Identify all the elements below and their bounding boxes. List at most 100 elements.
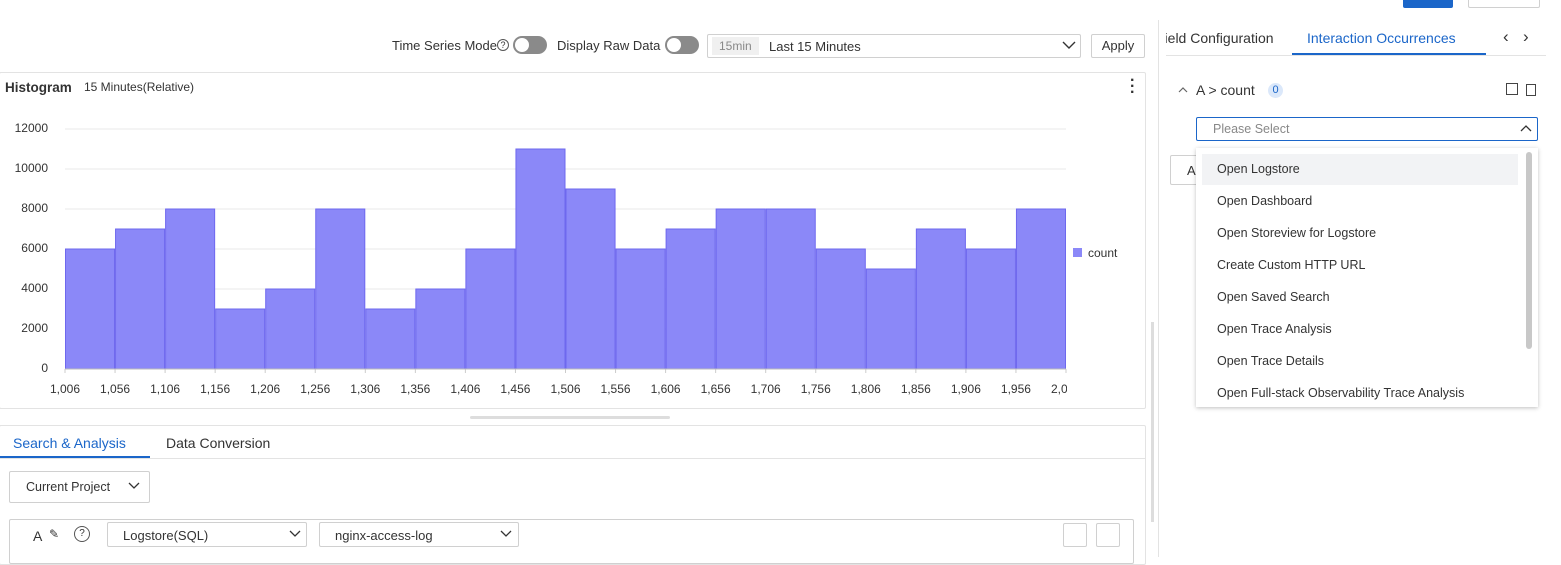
x-tick-label: 1,456 bbox=[500, 382, 530, 396]
tab-active[interactable]: Interaction Occurrences bbox=[1307, 30, 1456, 46]
legend-label: count bbox=[1088, 246, 1118, 260]
tab-active[interactable]: Search & Analysis bbox=[13, 435, 126, 451]
chevron bbox=[500, 530, 512, 537]
option[interactable]: Open Storeview for Logstore bbox=[1217, 226, 1377, 240]
time-range: Last 15 Minutes bbox=[769, 39, 861, 54]
bar bbox=[365, 308, 416, 370]
x-tick-label: 1,706 bbox=[751, 382, 781, 396]
y-tick-label: 10000 bbox=[15, 161, 49, 175]
chart: 0 2000 4000 6000 8000 10000 12000 1,006 1,056 1,1… bbox=[15, 121, 1067, 396]
bar bbox=[515, 148, 566, 370]
secondary-button[interactable] bbox=[1468, 0, 1540, 8]
bar bbox=[465, 248, 516, 370]
option[interactable]: Open Full-stack Observability Trace Anal… bbox=[1217, 386, 1465, 400]
prev-arrow[interactable]: ‹ bbox=[1503, 27, 1509, 46]
query-label: A bbox=[33, 528, 43, 544]
logstore: nginx-access-log bbox=[335, 528, 433, 543]
help-icon[interactable]: ? bbox=[74, 526, 90, 542]
logstore-type-select[interactable] bbox=[107, 522, 307, 547]
chart-subtitle: 15 Minutes(Relative) bbox=[84, 80, 195, 94]
help-icon[interactable]: ? bbox=[497, 39, 509, 51]
chevron-up bbox=[1520, 125, 1532, 132]
tab[interactable]: Data Conversion bbox=[166, 435, 271, 451]
bar bbox=[665, 228, 716, 370]
x-tick-label: 1,606 bbox=[651, 382, 681, 396]
time-badge: 15min bbox=[712, 37, 759, 55]
badge: 0 bbox=[1268, 83, 1283, 98]
legend-swatch bbox=[1073, 248, 1082, 257]
x-tick-label: 1,556 bbox=[601, 382, 631, 396]
option-highlight bbox=[1202, 154, 1518, 185]
x-tick-label: 2,006 bbox=[1051, 382, 1067, 396]
bar bbox=[715, 208, 766, 370]
x-tick-label: 1,356 bbox=[400, 382, 430, 396]
tab-line bbox=[1166, 55, 1546, 56]
x-tick-label: 1,406 bbox=[450, 382, 480, 396]
dropdown bbox=[1196, 148, 1538, 407]
bar bbox=[315, 208, 366, 370]
bar bbox=[565, 188, 616, 370]
bar bbox=[215, 308, 266, 370]
option[interactable]: Open Trace Details bbox=[1217, 354, 1324, 368]
project-select[interactable] bbox=[9, 471, 150, 503]
bar bbox=[965, 248, 1016, 370]
y-tick-label: 12000 bbox=[15, 121, 49, 135]
x-tick-label: 1,656 bbox=[701, 382, 731, 396]
side-tabs: Field Configuration Interaction Occurren… bbox=[1166, 20, 1496, 60]
x-tick-label: 1,956 bbox=[1001, 382, 1031, 396]
x-tick-label: 1,506 bbox=[550, 382, 580, 396]
time-picker[interactable] bbox=[707, 34, 1081, 58]
bar bbox=[415, 288, 466, 370]
scrollbar bbox=[1151, 322, 1154, 522]
x-tick-label: 1,856 bbox=[901, 382, 931, 396]
bar bbox=[115, 228, 166, 370]
option[interactable]: Create Custom HTTP URL bbox=[1217, 258, 1366, 272]
chart-title: Histogram bbox=[5, 80, 72, 95]
resize-handle[interactable] bbox=[470, 416, 670, 419]
legend: count bbox=[1073, 245, 1117, 260]
bar bbox=[815, 248, 866, 370]
option[interactable]: Open Logstore bbox=[1217, 162, 1300, 176]
bar bbox=[1015, 208, 1067, 370]
next-arrow[interactable]: › bbox=[1523, 27, 1529, 46]
delete-icon[interactable] bbox=[1526, 84, 1536, 96]
time-series-label: Time Series Mode bbox=[392, 38, 497, 53]
logstore-select[interactable] bbox=[319, 522, 519, 547]
y-tick-label: 6000 bbox=[21, 241, 48, 255]
tab-line bbox=[0, 458, 1145, 459]
delete-button[interactable] bbox=[1096, 523, 1120, 547]
apply-button[interactable]: Apply bbox=[1091, 34, 1145, 58]
more-icon[interactable]: · · · bbox=[1130, 72, 1136, 101]
select-placeholder: Please Select bbox=[1213, 122, 1290, 136]
option[interactable]: Open Trace Analysis bbox=[1217, 322, 1332, 336]
toggle[interactable] bbox=[665, 36, 699, 54]
x-tick-label: 1,156 bbox=[200, 382, 230, 396]
bar bbox=[865, 268, 916, 370]
primary-button[interactable] bbox=[1403, 0, 1453, 8]
bar bbox=[915, 228, 966, 370]
x-tick-label: 1,256 bbox=[300, 382, 330, 396]
option[interactable]: Open Saved Search bbox=[1217, 290, 1330, 304]
x-tick-label: 1,006 bbox=[50, 382, 80, 396]
bar bbox=[265, 288, 316, 370]
tab[interactable]: Field Configuration bbox=[1166, 30, 1274, 46]
toggle[interactable] bbox=[513, 36, 547, 54]
x-tick-label: 1,756 bbox=[801, 382, 831, 396]
copy-button[interactable] bbox=[1063, 523, 1087, 547]
y-tick-label: 8000 bbox=[21, 201, 48, 215]
edit-icon[interactable] bbox=[1506, 83, 1518, 95]
field-name: A > count bbox=[1196, 82, 1255, 98]
x-tick-label: 1,106 bbox=[150, 382, 180, 396]
y-tick-label: 4000 bbox=[21, 281, 48, 295]
action-select[interactable] bbox=[1196, 117, 1538, 141]
x-tick-label: 1,206 bbox=[250, 382, 280, 396]
y-tick-label: 2000 bbox=[21, 321, 48, 335]
edit-icon[interactable]: ✎ bbox=[49, 527, 60, 541]
bar bbox=[65, 248, 116, 370]
option[interactable]: Open Dashboard bbox=[1217, 194, 1313, 208]
divider bbox=[1158, 20, 1159, 557]
chevron bbox=[1062, 41, 1076, 49]
tab-underline bbox=[0, 456, 150, 458]
bar bbox=[765, 208, 816, 370]
